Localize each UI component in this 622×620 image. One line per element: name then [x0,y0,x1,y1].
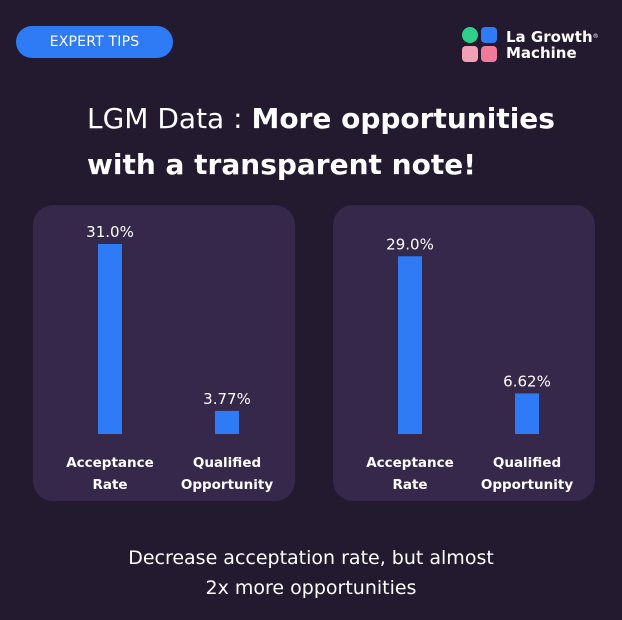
category-label-qualified-opportunity: Qualified [493,455,561,471]
data-label-qualified-opportunity: 6.62% [503,372,551,390]
category-label-qualified-opportunity: Opportunity [181,477,273,493]
headline-bold-line1: More opportunities [251,102,555,135]
category-label-acceptance-rate: Rate [392,477,427,493]
caption-line2: 2x more opportunities [205,577,417,599]
chart-panel-2: 29.0% Acceptance Rate 6.62% Qualified Opportu… [333,205,595,501]
chart-panel-1: 31.0% Acceptance Rate 3.77% Qualified Opportu… [33,205,295,501]
category-label-acceptance-rate: Acceptance [66,455,154,471]
category-label-qualified-opportunity: Qualified [193,455,261,471]
expert-tips-badge[interactable]: EXPERT TIPS [16,26,173,58]
brand-logo: La Growth® Machine [462,27,599,63]
data-label-acceptance-rate: 31.0% [86,223,134,241]
headline: LGM Data : More opportunities with a tra… [87,96,587,188]
caption: Decrease acceptation rate, but almost 2x… [0,543,622,603]
category-label-qualified-opportunity: Opportunity [481,477,573,493]
brand-name-line2: Machine [506,44,577,62]
bar-qualified-opportunity [515,393,539,434]
brand-name: La Growth® Machine [506,29,599,61]
brand-logo-icon [462,27,498,63]
category-label-acceptance-rate: Rate [92,477,127,493]
bar-acceptance-rate [398,256,422,434]
headline-prefix: LGM Data : [87,102,252,135]
bar-qualified-opportunity [215,410,239,434]
category-label-acceptance-rate: Acceptance [366,455,454,471]
caption-line1: Decrease acceptation rate, but almost [128,547,494,569]
bar-acceptance-rate [98,244,122,434]
chart-2-svg: 29.0% Acceptance Rate 6.62% Qualified Opportu… [366,235,573,493]
brand-name-line1: La Growth [506,28,593,46]
data-label-acceptance-rate: 29.0% [386,235,434,253]
brand-registered-mark: ® [592,33,599,40]
chart-1-svg: 31.0% Acceptance Rate 3.77% Qualified Opportu… [66,223,273,493]
data-label-qualified-opportunity: 3.77% [203,390,251,408]
headline-bold-line2: with a transparent note! [87,148,476,181]
